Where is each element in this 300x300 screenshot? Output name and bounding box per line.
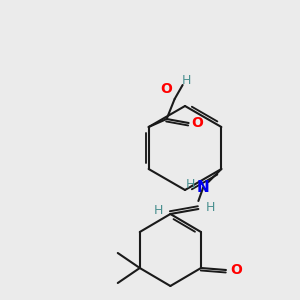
Text: O: O [161, 82, 172, 96]
Text: O: O [192, 116, 203, 130]
Text: N: N [197, 179, 210, 194]
Text: H: H [186, 178, 195, 190]
Text: O: O [230, 263, 242, 277]
Text: H: H [182, 74, 191, 88]
Text: H: H [206, 200, 215, 214]
Text: H: H [154, 203, 163, 217]
